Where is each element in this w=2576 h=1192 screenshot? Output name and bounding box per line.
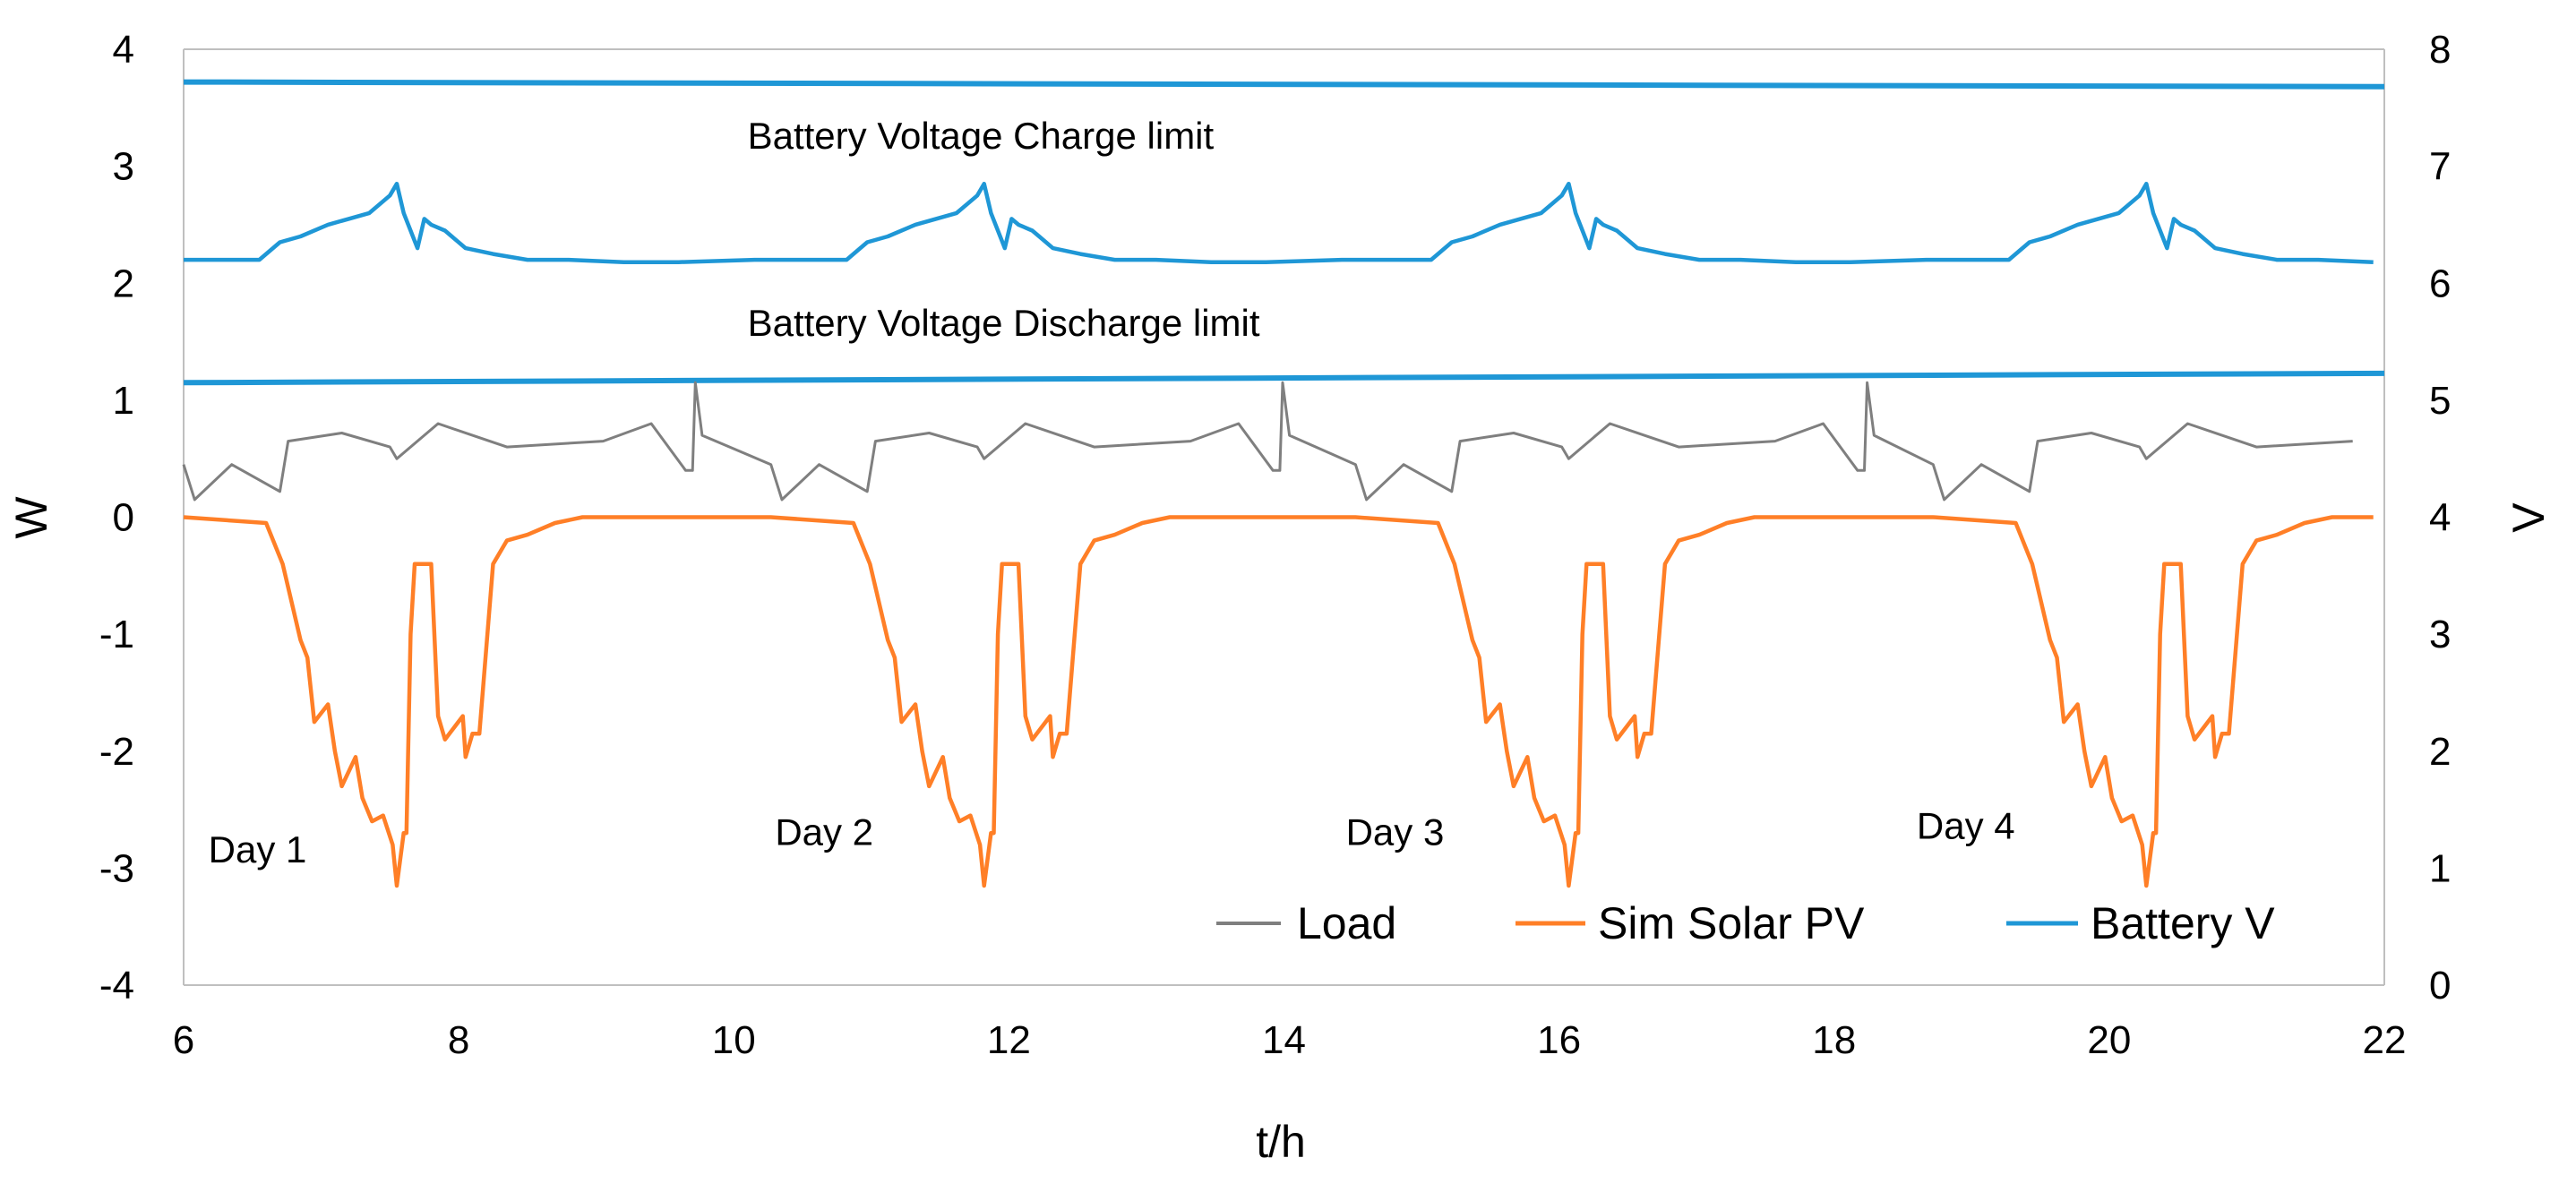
y-right-tick-label: 8 bbox=[2429, 28, 2451, 72]
x-tick-label: 16 bbox=[1537, 1018, 1581, 1062]
legend-battery-label: Battery V bbox=[2091, 898, 2275, 948]
annotation-label: Battery Voltage Charge limit bbox=[748, 115, 1215, 157]
legend-solar-label: Sim Solar PV bbox=[1598, 898, 1865, 948]
y-right-tick-label: 0 bbox=[2429, 964, 2451, 1008]
x-tick-label: 8 bbox=[448, 1018, 469, 1062]
y-right-tick-label: 6 bbox=[2429, 262, 2451, 305]
x-tick-label: 10 bbox=[712, 1018, 756, 1062]
x-tick-label: 22 bbox=[2363, 1018, 2407, 1062]
load-series-line bbox=[182, 381, 2353, 502]
legend: Load Sim Solar PV Battery V bbox=[1216, 898, 2275, 948]
solar-pv-series-line bbox=[183, 515, 2374, 888]
x-axis-ticks: 6 8 10 12 14 16 18 20 22 bbox=[173, 1018, 2407, 1062]
reference-lines bbox=[183, 79, 2385, 386]
y-right-tick-label: 3 bbox=[2429, 613, 2451, 656]
y-left-tick-label: 3 bbox=[113, 145, 134, 189]
series-lines bbox=[182, 181, 2374, 888]
y-right-tick-label: 4 bbox=[2429, 496, 2451, 540]
x-tick-label: 18 bbox=[1812, 1018, 1856, 1062]
y-axis-right-ticks: 0 1 2 3 4 5 6 7 8 bbox=[2429, 28, 2451, 1008]
y-left-tick-label: -2 bbox=[99, 730, 134, 774]
battery-v-series-line bbox=[184, 181, 2374, 264]
y-right-tick-label: 5 bbox=[2429, 379, 2451, 423]
x-axis-title: t/h bbox=[1256, 1117, 1306, 1167]
annotation-label: Battery Voltage Discharge limit bbox=[748, 302, 1260, 344]
y-left-tick-label: 1 bbox=[113, 379, 134, 423]
y-right-tick-label: 7 bbox=[2429, 145, 2451, 189]
y-left-tick-label: -3 bbox=[99, 846, 134, 890]
x-tick-label: 6 bbox=[173, 1018, 194, 1062]
y-axis-left-ticks: -4 -3 -2 -1 0 1 2 3 4 bbox=[99, 28, 134, 1008]
x-tick-label: 12 bbox=[987, 1018, 1031, 1062]
y-left-tick-label: 2 bbox=[113, 262, 134, 305]
y-left-tick-label: 0 bbox=[113, 496, 134, 540]
y-left-tick-label: -1 bbox=[99, 613, 134, 656]
legend-load-label: Load bbox=[1297, 898, 1396, 948]
y-left-tick-label: -4 bbox=[99, 964, 134, 1008]
x-tick-label: 14 bbox=[1262, 1018, 1306, 1062]
discharge-limit-line bbox=[183, 370, 2385, 386]
annotation-label: Day 2 bbox=[775, 810, 873, 853]
y-right-tick-label: 2 bbox=[2429, 730, 2451, 774]
y-axis-right-title: V bbox=[2503, 502, 2554, 533]
charge-limit-line bbox=[183, 79, 2385, 90]
y-left-tick-label: 4 bbox=[113, 28, 134, 72]
annotation-label: Day 3 bbox=[1346, 810, 1445, 853]
annotations: Battery Voltage Charge limit Battery Volt… bbox=[209, 115, 2015, 870]
annotation-label: Day 1 bbox=[209, 828, 307, 870]
x-tick-label: 20 bbox=[2087, 1018, 2131, 1062]
y-axis-left-title: W bbox=[6, 496, 56, 539]
annotation-label: Day 4 bbox=[1917, 805, 2015, 847]
y-right-tick-label: 1 bbox=[2429, 846, 2451, 890]
